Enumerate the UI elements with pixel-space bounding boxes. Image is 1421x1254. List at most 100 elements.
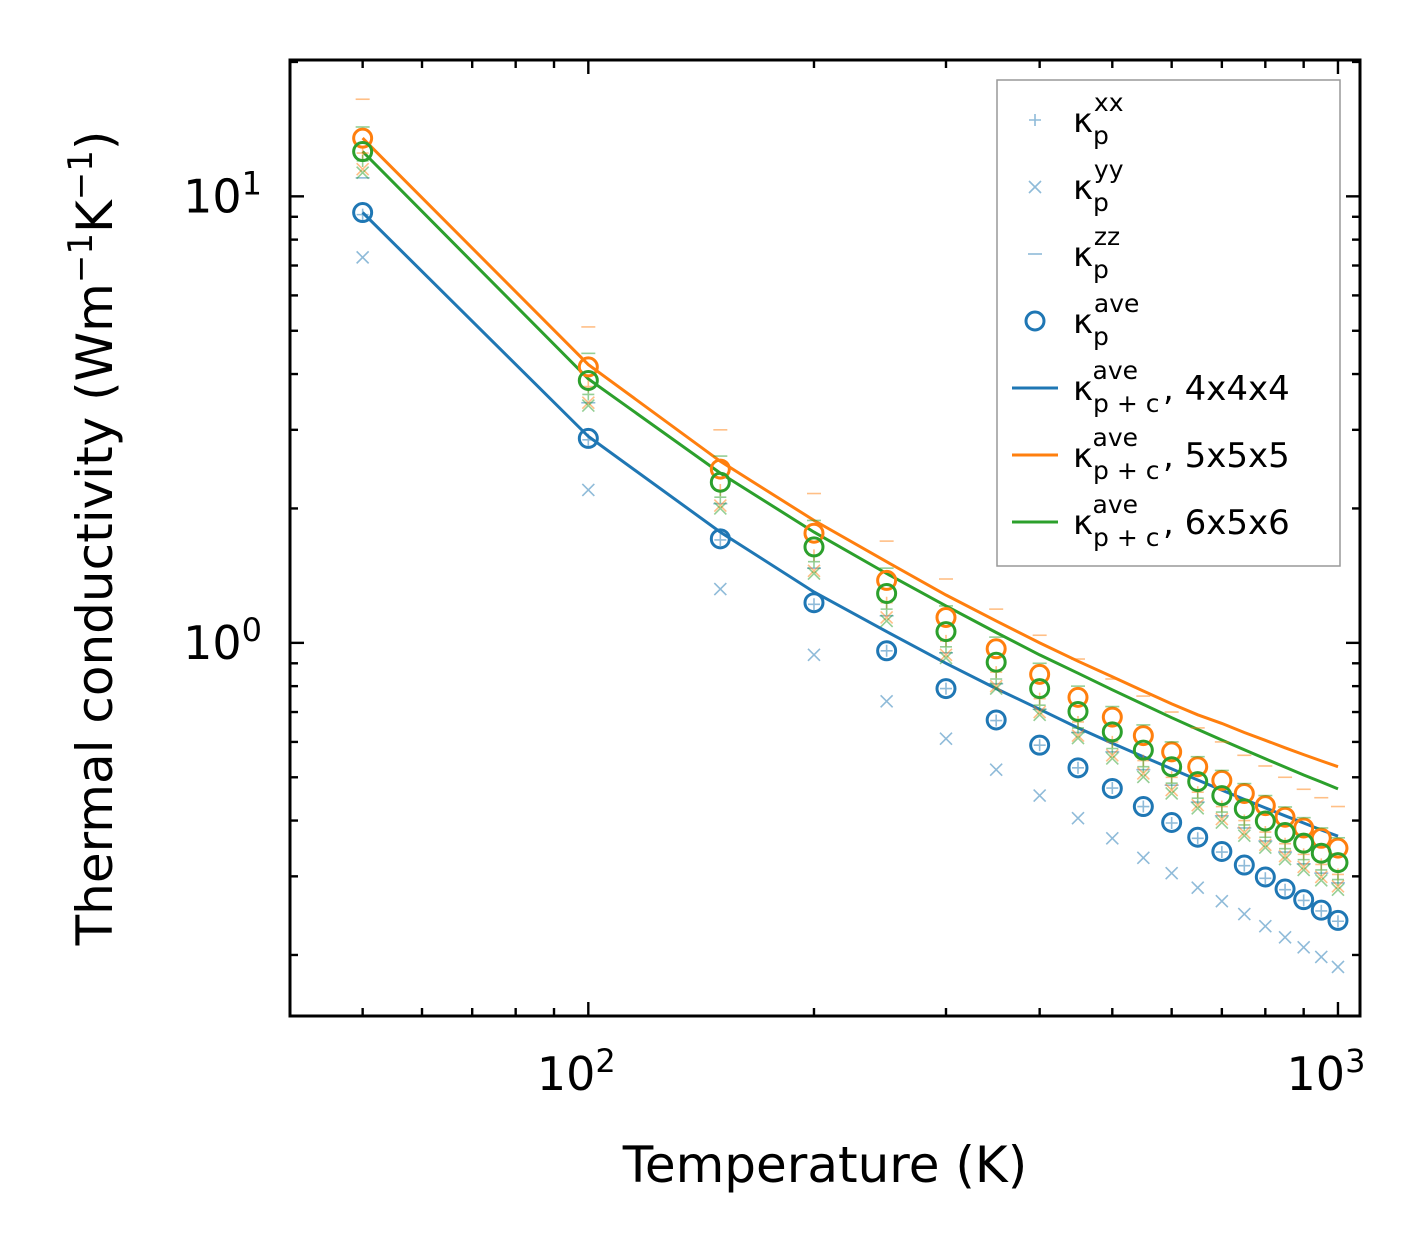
data-point: [356, 166, 370, 180]
data-point: [1033, 739, 1046, 752]
data-point: [1101, 721, 1123, 743]
data-point: [1072, 761, 1084, 774]
data-point: [1258, 919, 1272, 933]
data-point: [989, 763, 1003, 777]
data-point: [1101, 777, 1123, 799]
y-axis-title: Thermal conductivity (Wm−1K−1): [61, 131, 124, 947]
data-point: [581, 483, 595, 497]
data-point: [581, 396, 595, 410]
legend-entry: κp xx: [1029, 88, 1124, 150]
data-point: [352, 202, 374, 224]
data-point: [1136, 770, 1150, 784]
data-point: [935, 606, 957, 628]
legend-label-suffix: , 4x4x4: [1163, 369, 1290, 409]
legend-label-sup: yy: [1094, 155, 1124, 184]
data-point: [1187, 771, 1209, 793]
legend-entry: κp + c ave , 6x5x6: [1012, 490, 1290, 552]
legend-label-sub: p: [1093, 255, 1109, 284]
data-point: [935, 678, 957, 700]
data-point: [1331, 873, 1344, 886]
data-point: [1033, 708, 1047, 722]
data-point: [807, 648, 821, 662]
data-point: [1211, 769, 1233, 791]
data-point: [1191, 798, 1205, 812]
x-tick-label: 102: [537, 1042, 616, 1101]
data-point: [1165, 866, 1179, 880]
data-point: [1187, 756, 1209, 778]
axes-frame: [288, 58, 1362, 1018]
data-point: [1315, 863, 1328, 876]
data-point: [577, 369, 599, 391]
data-point: [1274, 878, 1296, 900]
legend-label-sub: p: [1093, 188, 1109, 217]
legend-box: [996, 79, 1341, 567]
data-point: [1215, 894, 1229, 908]
data-point: [985, 638, 1007, 660]
data-point: [1165, 786, 1179, 801]
data-point: [1132, 739, 1154, 761]
data-point: [1297, 860, 1311, 874]
data-point: [1297, 894, 1310, 907]
data-point: [1314, 870, 1328, 884]
data-point: [1297, 853, 1310, 866]
data-point: [803, 592, 825, 614]
data-point: [1233, 782, 1255, 804]
y-tick-label: 100: [183, 611, 262, 670]
legend-entry: κp ave: [1024, 289, 1139, 351]
legend-entry: κp + c ave , 5x5x5: [1012, 423, 1290, 485]
data-point: [880, 614, 894, 628]
data-point: [1297, 863, 1311, 877]
data-point: [990, 714, 1003, 727]
data-point: [1136, 851, 1150, 865]
data-point: [1237, 907, 1251, 921]
legend-label-sup: xx: [1094, 88, 1124, 117]
legend-label-base: κ: [1073, 369, 1093, 409]
data-point: [1327, 852, 1349, 874]
series-line-p-c-ave-6x5x6: [361, 150, 1339, 791]
data-point: [352, 127, 374, 149]
data-point: [356, 250, 370, 264]
legend-label-base: κ: [1073, 436, 1093, 476]
legend-label-base: κ: [1073, 101, 1093, 141]
data-point: [713, 498, 727, 513]
x-tick-label-base: 10: [1287, 1047, 1346, 1101]
data-point: [1106, 742, 1119, 755]
data-point: [1029, 663, 1051, 685]
data-point: [1254, 810, 1276, 832]
data-point: [1254, 866, 1276, 888]
data-point: [577, 356, 599, 378]
data-point: [1033, 699, 1046, 712]
legend-label-suffix: , 5x5x5: [1163, 436, 1290, 476]
data-point: [1293, 889, 1315, 911]
data-point: [1237, 829, 1251, 843]
y-tick-label-exp: 1: [242, 164, 262, 202]
legend-label-base: κ: [1073, 302, 1093, 342]
data-point: [807, 555, 820, 568]
data-point: [1071, 729, 1085, 743]
data-point: [876, 569, 898, 591]
legend-label: κp + c ave , 4x4x4: [1073, 356, 1290, 418]
data-point: [1101, 706, 1123, 728]
series-p-zz-5x5x5: [355, 98, 1345, 808]
data-point: [876, 640, 898, 662]
legend-entry: κp + c ave , 4x4x4: [1012, 356, 1290, 418]
data-point: [1259, 872, 1272, 885]
y-axis-title-mid: K: [66, 199, 124, 233]
data-point: [1215, 846, 1228, 859]
data-point: [1211, 841, 1233, 863]
data-point: [1258, 840, 1272, 855]
data-point: [1258, 838, 1272, 852]
legend-label-sub: p: [1093, 121, 1109, 150]
data-point: [1254, 795, 1276, 817]
data-point: [713, 501, 727, 516]
data-point: [1215, 812, 1229, 826]
legend-label-sub: p + c: [1093, 389, 1159, 418]
data-point: [1211, 785, 1233, 807]
y-axis-title-end: ): [66, 131, 124, 151]
data-point: [1297, 940, 1311, 954]
legend-label: κp ave: [1073, 289, 1139, 351]
legend-marker-swatch: [1024, 310, 1046, 332]
data-point: [1191, 792, 1204, 805]
legend-label: κp + c ave , 5x5x5: [1073, 423, 1290, 485]
data-point: [1071, 731, 1085, 745]
